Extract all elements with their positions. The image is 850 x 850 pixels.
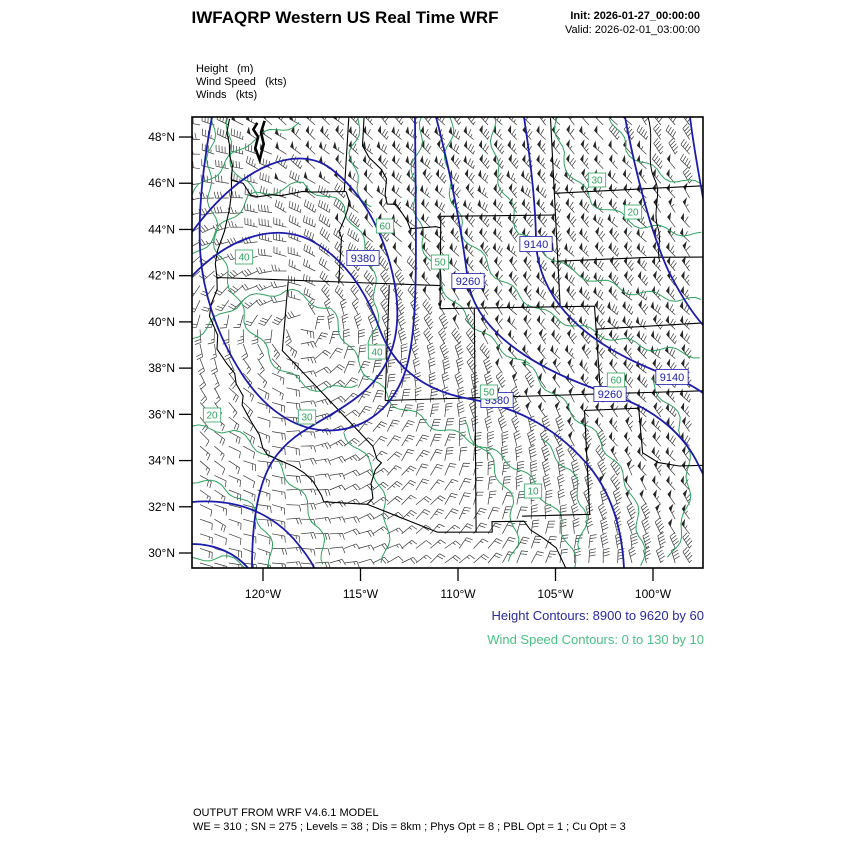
contour-label: 40 xyxy=(371,348,383,359)
contour-label: 10 xyxy=(527,487,539,498)
wind-contour-labels: 60 50 40 60 50 40 30 20 10 30 20 xyxy=(202,172,643,499)
lat-tick-label: 46°N xyxy=(148,176,175,190)
lat-tick-label: 36°N xyxy=(148,407,175,421)
contour-label: 40 xyxy=(238,253,250,264)
contour-label: 50 xyxy=(483,388,495,399)
contour-label: 9260 xyxy=(456,276,480,288)
lon-tick-label: 105°W xyxy=(537,587,574,601)
lon-tick-label: 120°W xyxy=(245,587,282,601)
lon-tick-label: 110°W xyxy=(440,587,476,601)
lat-tick-label: 30°N xyxy=(148,546,175,560)
contour-label: 30 xyxy=(591,176,603,187)
contour-label: 60 xyxy=(379,222,391,233)
valid-time-label: Valid: 2026-02-01_03:00:00 xyxy=(565,24,700,36)
contour-label: 20 xyxy=(627,208,639,219)
contour-label: 9140 xyxy=(660,372,684,384)
contour-label: 9140 xyxy=(524,239,548,251)
lat-tick-label: 38°N xyxy=(148,361,175,375)
lat-tick-label: 42°N xyxy=(148,269,175,283)
contour-label: 9380 xyxy=(351,253,375,265)
variable-legend: Height (m) Wind Speed (kts) Winds (kts) xyxy=(196,63,287,101)
contour-label: 30 xyxy=(301,413,313,424)
wind-barbs xyxy=(192,117,693,568)
page-title: IWFAQRP Western US Real Time WRF xyxy=(191,8,499,27)
contour-label: 20 xyxy=(206,411,218,422)
init-time-label: Init: 2026-01-27_00:00:00 xyxy=(570,10,700,22)
lat-tick-label: 44°N xyxy=(148,222,175,236)
lat-tick-label: 40°N xyxy=(148,315,175,329)
model-info-line2: WE = 310 ; SN = 275 ; Levels = 38 ; Dis … xyxy=(193,821,626,833)
axis-ticks-labels: 48°N 46°N 44°N 42°N 40°N 38°N 36°N 34°N 32°N 30°N… xyxy=(148,130,672,601)
lat-tick-label: 48°N xyxy=(148,130,175,144)
contour-label: 60 xyxy=(610,376,622,387)
wind-speed-contours xyxy=(192,117,702,568)
lon-tick-label: 100°W xyxy=(635,587,672,601)
model-info-line1: OUTPUT FROM WRF V4.6.1 MODEL xyxy=(193,807,379,819)
lat-tick-label: 34°N xyxy=(148,454,175,468)
contour-label: 50 xyxy=(434,258,446,269)
wind-contour-caption: Wind Speed Contours: 0 to 130 by 10 xyxy=(487,632,704,647)
lon-tick-label: 115°W xyxy=(343,587,379,601)
contour-label: 9260 xyxy=(598,389,622,401)
height-contour-caption: Height Contours: 8900 to 9620 by 60 xyxy=(491,608,704,623)
lat-tick-label: 32°N xyxy=(148,500,175,514)
model-info-footer: OUTPUT FROM WRF V4.6.1 MODEL WE = 310 ; … xyxy=(193,806,626,834)
map-frame xyxy=(191,116,704,569)
state-borders xyxy=(208,117,703,568)
